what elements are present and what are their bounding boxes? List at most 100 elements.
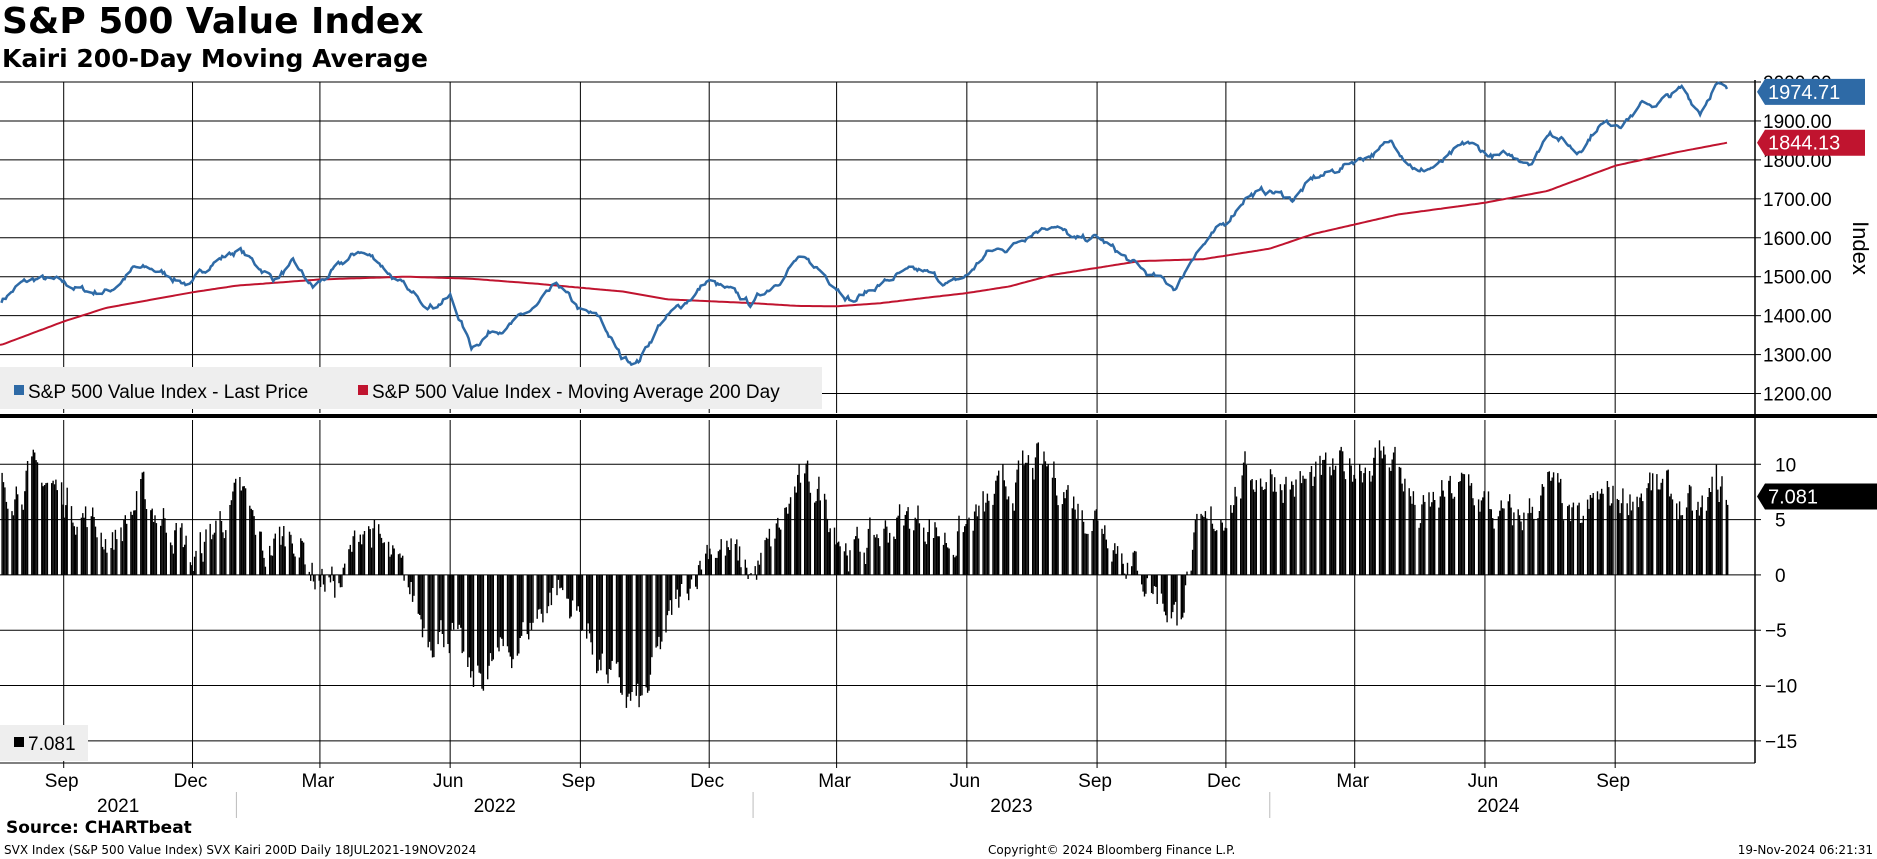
kairi-bar [1370,481,1372,575]
kairi-bar [263,557,265,575]
kairi-bar [273,538,275,575]
kairi-bar [988,500,990,575]
kairi-bar [353,530,356,575]
kairi-bar [1700,507,1702,575]
kairi-legend-swatch [14,737,24,747]
kairi-bar [506,574,509,647]
kairi-bar [209,523,211,575]
kairi-bar [690,574,693,580]
kairi-bar [440,574,442,621]
kairi-bar [1647,483,1650,575]
kairi-bar [1361,482,1364,575]
kairi-bar [250,508,252,575]
kairi-bar [717,551,720,575]
kairi-bar [1439,496,1441,575]
kairi-bar [1201,515,1204,575]
kairi-bar [169,542,172,575]
kairi-bar [304,564,306,575]
kairi-bar [1727,504,1729,575]
kairi-bar [1281,490,1283,575]
kairi-bar [96,537,98,575]
kairi-bar [1036,443,1038,575]
kairi-bar [1034,457,1037,575]
kairi-bar [1428,492,1430,575]
kairi-bar [453,574,455,630]
kairi-bar [1552,472,1555,575]
kairi-bar [441,574,444,634]
kairi-bar [897,515,899,575]
kairi-bar [1282,502,1284,575]
kairi-bar [152,521,155,575]
kairi-bar [1391,459,1393,575]
kairi-bar [1388,467,1391,575]
kairi-bar [864,564,867,575]
kairi-bar [242,486,244,575]
kairi-bar [1697,501,1699,575]
kairi-bar [1193,532,1195,575]
kairi-bar [1513,512,1515,575]
kairi-bar [736,539,738,575]
kairi-bar [35,460,37,575]
kairi-bar [639,574,642,696]
kairi-bar [1660,482,1662,575]
kairi-bar [1667,469,1669,575]
kairi-bar [264,566,267,575]
kairi-bar [1180,574,1182,620]
kairi-bar [944,532,946,575]
kairi-bar [511,574,513,669]
kairi-bar [232,491,234,575]
kairi-bar [400,557,402,575]
price-legend: S&P 500 Value Index - Last Price S&P 500 … [0,367,822,409]
x-month-label: Jun [433,771,464,792]
kairi-bar [93,517,95,575]
kairi-bar [1469,485,1471,575]
kairi-bar [1191,549,1194,575]
kairi-bar [1678,501,1681,575]
kairi-bar [363,531,366,575]
kairi-bar [591,574,594,655]
kairi-bar [1360,471,1362,575]
kairi-bar [253,516,255,575]
kairi-bar [1374,447,1376,575]
kairi-bar [1024,462,1027,575]
kairi-bar [339,574,342,588]
kairi-bar [195,550,197,575]
kairi-bar [1551,477,1553,575]
x-month-label: Mar [302,771,335,792]
kairi-bar [1659,489,1661,575]
kairi-bar [293,553,295,575]
kairi-bar [680,574,683,584]
kairi-bar [1373,457,1375,575]
kairi-bar [1112,550,1114,575]
kairi-bar [144,499,146,575]
kairi-bar [1451,493,1453,575]
kairi-bar [1063,492,1065,575]
kairi-bar [1422,495,1425,575]
kairi-bar [378,524,380,575]
kairi-bar [738,546,741,575]
kairi-bar [740,567,742,575]
kairi-bar [1244,451,1246,575]
kairi-bar [1622,488,1624,575]
kairi-bar [976,516,979,575]
kairi-bar [1725,499,1727,575]
kairi-bar [695,574,697,587]
kairi-bar [671,574,673,615]
kairi-bar [164,518,166,575]
kairi-bar [560,574,562,588]
kairi-bar [1210,506,1212,575]
kairi-bar [1005,486,1007,575]
kairi-bar [689,574,691,589]
kairi-bar [192,571,194,575]
kairi-bar [1721,476,1723,575]
kairi-bar [536,574,538,619]
kairi-bar [898,504,901,575]
kairi-bar [301,540,303,575]
kairi-bar [66,487,68,575]
kairi-bar [501,574,503,639]
kairi-bar [1245,465,1248,575]
kairi-bar [1007,496,1010,575]
kairi-bar [747,574,749,579]
kairi-bar [893,536,895,575]
kairi-bar [410,574,412,582]
